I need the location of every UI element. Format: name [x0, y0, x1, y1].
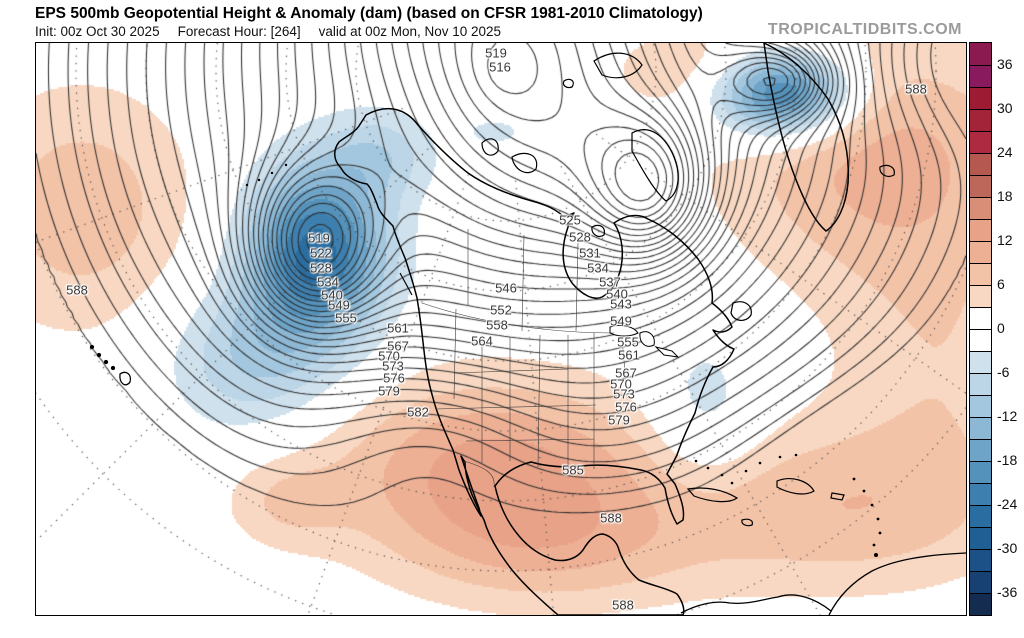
colorbar-tick-label: 6: [997, 276, 1005, 292]
colorbar-segment: [970, 263, 991, 285]
colorbar-segment: [970, 395, 991, 417]
caribbean-islands: [686, 478, 845, 527]
colorbar-segment: [970, 439, 991, 461]
great-lakes: [609, 324, 680, 358]
colorbar-segment: [970, 175, 991, 197]
coastline-south-america: [680, 552, 966, 615]
anomaly-colorbar: [969, 42, 992, 616]
init-time: Init: 00z Oct 30 2025: [35, 24, 160, 39]
colorbar-segment: [970, 307, 991, 329]
watermark: TROPICALTIDBITS.COM: [767, 21, 962, 38]
page-title: EPS 500mb Geopotential Height & Anomaly …: [35, 5, 703, 22]
colorbar-segment: [970, 285, 991, 307]
run-info: Init: 00z Oct 30 2025 Forecast Hour: [264…: [35, 24, 519, 39]
anomaly-contour-canvas: [36, 43, 966, 615]
colorbar-segment: [970, 373, 991, 395]
map-frame: 519 522 528 534 540 549 555 561 567 570 573 576 579 5…: [35, 42, 967, 616]
colorbar-segment: [970, 417, 991, 439]
colorbar-tick-label: -12: [997, 408, 1018, 424]
colorbar-segment: [970, 329, 991, 351]
valid-time: valid at 00z Mon, Nov 10 2025: [318, 24, 502, 39]
colorbar-tick-label: 36: [997, 56, 1013, 72]
colorbar-segment: [970, 241, 991, 263]
colorbar-segment: [970, 549, 991, 571]
colorbar-segment: [970, 197, 991, 219]
forecast-hour: Forecast Hour: [264]: [177, 24, 301, 39]
colorbar-segment: [970, 109, 991, 131]
colorbar-segment: [970, 571, 991, 593]
colorbar-segment: [970, 153, 991, 175]
colorbar-tick-label: -36: [997, 584, 1018, 600]
geography-overlay: [89, 43, 966, 615]
colorbar-tick-label: 18: [997, 188, 1013, 204]
colorbar-segment: [970, 43, 991, 65]
colorbar-tick-label: 24: [997, 144, 1013, 160]
colorbar-segment: [970, 593, 991, 615]
colorbar-segment: [970, 219, 991, 241]
colorbar-tick-label: 30: [997, 100, 1013, 116]
colorbar-segment: [970, 483, 991, 505]
colorbar-segment: [970, 527, 991, 549]
colorbar-tick-label: -6: [997, 364, 1010, 380]
coastline-north-america: [334, 107, 735, 615]
colorbar-segment: [970, 65, 991, 87]
bahamas-antilles-dots: [245, 163, 882, 557]
colorbar-tick-label: 12: [997, 232, 1013, 248]
coastline-greenland: [763, 43, 850, 232]
colorbar-segment: [970, 505, 991, 527]
hawaii-islands: [89, 344, 132, 386]
colorbar-tick-label: -24: [997, 496, 1018, 512]
arctic-islands: [399, 52, 895, 321]
colorbar-tick-label: -18: [997, 452, 1018, 468]
colorbar-tick-label: 0: [997, 320, 1005, 336]
colorbar-segment: [970, 461, 991, 483]
state-borders: [421, 229, 627, 488]
colorbar-segment: [970, 351, 991, 373]
colorbar-segment: [970, 87, 991, 109]
colorbar-segment: [970, 131, 991, 153]
colorbar-tick-label: -30: [997, 540, 1018, 556]
